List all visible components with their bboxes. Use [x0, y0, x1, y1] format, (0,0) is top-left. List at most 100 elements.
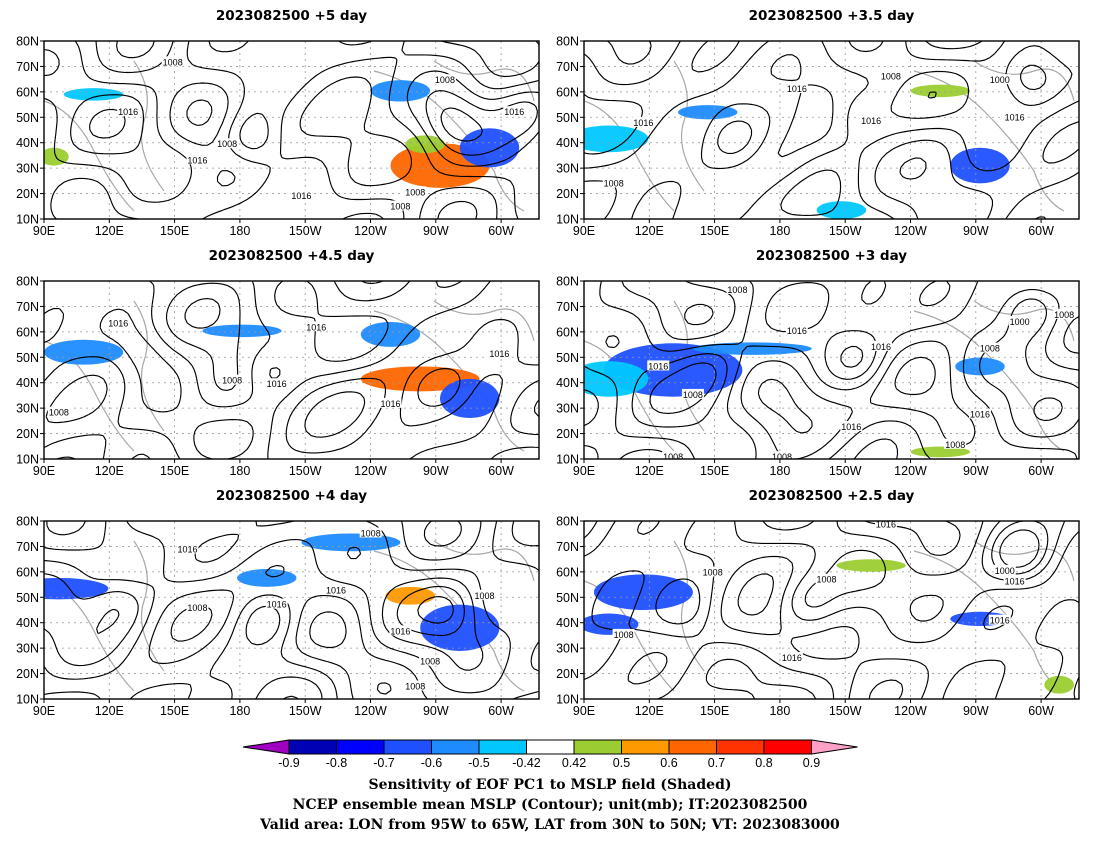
lon-tick-label: 180	[769, 704, 790, 718]
colorbar-swatch	[621, 739, 670, 755]
contour-label: 1016	[326, 585, 346, 595]
lat-tick-label: 70N	[556, 540, 579, 554]
contour-label: 1016	[178, 544, 198, 554]
lon-tick-label: 60W	[488, 224, 514, 238]
sensitivity-shading	[385, 586, 436, 605]
contour-label: 1016	[841, 422, 861, 432]
colorbar-swatch	[383, 739, 432, 755]
lat-tick-label: 10N	[16, 453, 39, 467]
lon-tick-label: 150W	[289, 464, 322, 478]
footer-line-3: Valid area: LON from 95W to 65W, LAT fro…	[260, 817, 840, 833]
lat-tick-label: 20N	[16, 667, 39, 681]
contour-label: 1016	[871, 342, 891, 352]
contour-label: 1008	[881, 72, 901, 82]
mslp-contour	[417, 596, 454, 624]
mslp-contour	[46, 521, 462, 695]
lon-tick-label: 150E	[700, 464, 729, 478]
contour-label: 1016	[782, 653, 802, 663]
lat-tick-label: 80N	[16, 35, 39, 49]
lat-tick-label: 20N	[16, 427, 39, 441]
lon-tick-label: 180	[229, 464, 250, 478]
mslp-contour	[184, 298, 366, 438]
contour-label: 1008	[390, 202, 410, 212]
lon-tick-label: 90E	[33, 224, 55, 238]
mslp-contour	[533, 399, 539, 418]
lat-tick-label: 60N	[556, 565, 579, 579]
contour-label: 1008	[604, 178, 624, 188]
lon-tick-label: 150W	[289, 224, 322, 238]
contour-label: 1008	[683, 390, 703, 400]
lon-tick-label: 180	[229, 224, 250, 238]
contour-label: 1016	[1005, 113, 1025, 123]
colorbar-tick-label: 0.42	[562, 756, 586, 770]
lat-tick-label: 10N	[556, 453, 579, 467]
coastline	[44, 540, 535, 692]
lon-tick-label: 90E	[33, 704, 55, 718]
lat-tick-label: 50N	[556, 111, 579, 125]
mslp-contour	[584, 281, 1079, 459]
lat-tick-label: 60N	[556, 85, 579, 99]
graticule	[584, 281, 1079, 459]
mslp-contour	[584, 41, 1073, 219]
lon-tick-label: 90W	[423, 224, 449, 238]
graticule	[44, 281, 539, 459]
sensitivity-shading	[910, 84, 971, 98]
panel-title: 2023082500 +4 day	[216, 488, 367, 504]
lat-tick-label: 70N	[16, 60, 39, 74]
lat-tick-label: 50N	[16, 351, 39, 365]
lon-tick-label: 120E	[95, 704, 124, 718]
colorbar-swatch	[573, 739, 622, 755]
mslp-contour	[584, 521, 1014, 699]
colorbar-tick-label: -0.9	[278, 756, 300, 770]
panel-title: 2023082500 +3.5 day	[749, 8, 915, 24]
map-frame	[583, 520, 1080, 700]
mslp-contour	[44, 41, 539, 219]
colorbar-swatch	[526, 739, 575, 755]
lat-tick-label: 70N	[556, 60, 579, 74]
lon-tick-label: 90E	[573, 224, 595, 238]
panel-title: 2023082500 +2.5 day	[749, 488, 915, 504]
sensitivity-shading	[237, 569, 297, 587]
footer-line-1: Sensitivity of EOF PC1 to MSLP field (Sh…	[368, 777, 732, 793]
colorbar-tick-label: -0.5	[468, 756, 490, 770]
mslp-contour	[89, 90, 538, 156]
sensitivity-shading	[584, 125, 649, 153]
lon-tick-label: 150E	[700, 704, 729, 718]
colorbar-swatch	[763, 739, 812, 755]
lat-tick-label: 40N	[556, 616, 579, 630]
contour-label: 1008	[727, 285, 747, 295]
contour-label: 1000	[990, 75, 1010, 85]
lon-tick-label: 180	[769, 224, 790, 238]
lon-tick-label: 120W	[894, 464, 927, 478]
contour-label: 1008	[222, 376, 242, 386]
lon-tick-label: 90E	[573, 704, 595, 718]
panels-layer: 1008 1016 1008 1016 1016 1008 1016 1008 1008 2023…	[16, 8, 1080, 718]
map-panel: 1008 1016 1008 1016 1016 1008 1016 1008 1008 2023…	[16, 8, 540, 238]
contour-label: 1016	[108, 319, 128, 329]
lon-tick-label: 60W	[1028, 464, 1054, 478]
coastline	[584, 60, 1075, 212]
mslp-contour	[584, 281, 1079, 459]
colorbar-tick-label: 0.6	[660, 756, 677, 770]
lon-tick-label: 60W	[1028, 704, 1054, 718]
sensitivity-shading	[44, 577, 109, 600]
lat-tick-label: 40N	[16, 376, 39, 390]
map-frame	[43, 40, 540, 220]
lat-tick-label: 80N	[16, 515, 39, 529]
lat-tick-label: 60N	[16, 85, 39, 99]
contour-label: 1008	[435, 75, 455, 85]
contour-label: 1008	[420, 657, 440, 667]
lat-tick-label: 10N	[556, 213, 579, 227]
contour-label: 1016	[291, 191, 311, 201]
lat-tick-label: 30N	[556, 162, 579, 176]
lon-tick-label: 150E	[160, 224, 189, 238]
lat-tick-label: 80N	[556, 35, 579, 49]
lat-tick-label: 40N	[556, 136, 579, 150]
map-panel: 1016 1008 1016 1008 1016 1016 1008 1008 1008 2023…	[16, 488, 540, 718]
contour-label: 1016	[118, 107, 138, 117]
colorbar-tick-label: -0.7	[373, 756, 395, 770]
lat-tick-label: 80N	[16, 275, 39, 289]
colorbar-swatch	[288, 739, 337, 755]
mslp-contour	[44, 521, 539, 699]
lat-tick-label: 10N	[16, 213, 39, 227]
